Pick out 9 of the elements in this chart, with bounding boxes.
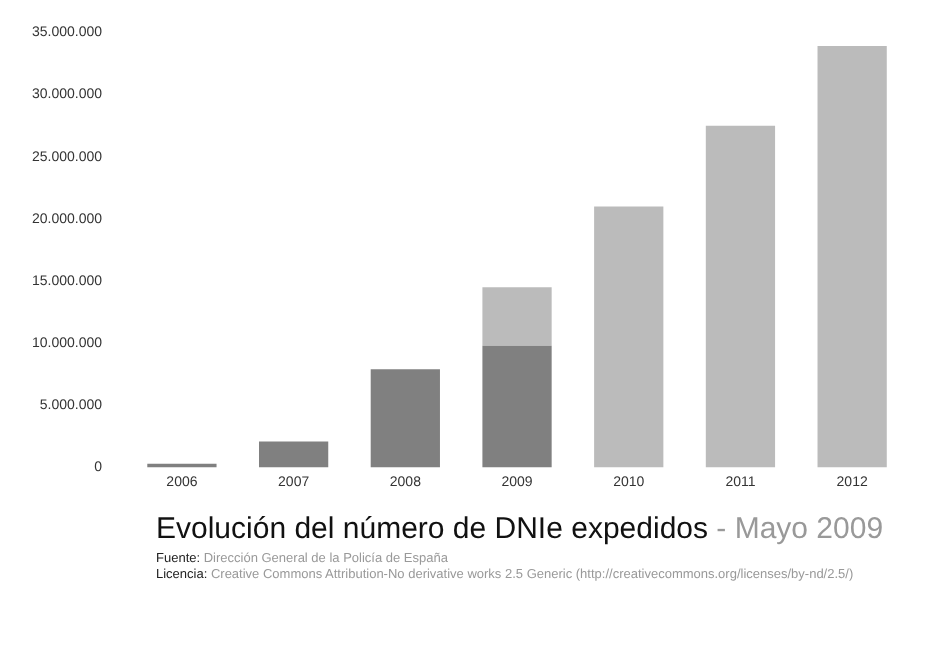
bar <box>370 369 440 468</box>
bar <box>817 46 887 468</box>
bar <box>482 345 552 468</box>
bar <box>259 441 329 468</box>
text: - Mayo 2009 <box>716 512 884 546</box>
bar <box>594 206 664 468</box>
text: Evolución del número de DNIe expedidos <box>156 512 708 546</box>
bar <box>705 125 776 468</box>
bar <box>482 287 552 346</box>
